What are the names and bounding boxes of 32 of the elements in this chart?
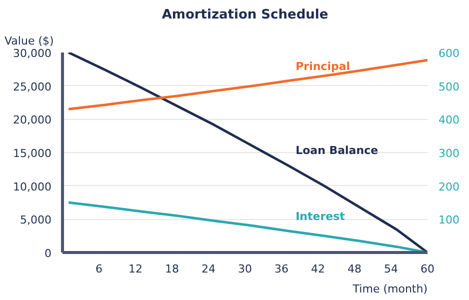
x-tick-label: 24 [202, 262, 216, 276]
x-tick-label: 6 [96, 262, 102, 276]
y-tick-label: 10,000 [13, 180, 52, 194]
line-series [67, 52, 428, 252]
y-axis-title: Value ($) [4, 34, 54, 48]
line-series [67, 201, 428, 252]
series-label: Principal [296, 60, 350, 73]
y-tick-label: 15,000 [13, 147, 52, 160]
x-tick-label: 60 [420, 262, 434, 276]
y-tick-label: 5,000 [20, 214, 52, 227]
x-tick-label: 54 [384, 262, 398, 276]
y-tick-label: 20,000 [13, 114, 52, 127]
x-tick-label: 18 [165, 262, 179, 276]
x-tick-label: 42 [311, 262, 325, 276]
chart-title: Amortization Schedule [162, 8, 328, 22]
y-tick-label: 25,000 [13, 80, 52, 94]
series-label: Loan Balance [296, 144, 378, 158]
x-tick-label: 30 [238, 262, 252, 276]
y2-tick-label: 300 [438, 147, 460, 160]
y2-tick-label: 600 [438, 47, 460, 60]
x-tick-label: 12 [128, 262, 142, 276]
x-tick-label: 36 [274, 262, 288, 276]
y-tick-label: 30,000 [13, 47, 52, 60]
x-axis-title: Time (month) [352, 282, 428, 296]
x-tick-label: 48 [348, 262, 362, 276]
y2-tick-label: 500 [438, 80, 460, 94]
y2-tick-label: 400 [438, 114, 460, 127]
y2-tick-label: 200 [438, 180, 460, 194]
series-label: Interest [296, 210, 345, 223]
y2-tick-label: 100 [438, 214, 460, 227]
line-series [67, 58, 428, 110]
y-tick-label: 0 [44, 247, 52, 260]
